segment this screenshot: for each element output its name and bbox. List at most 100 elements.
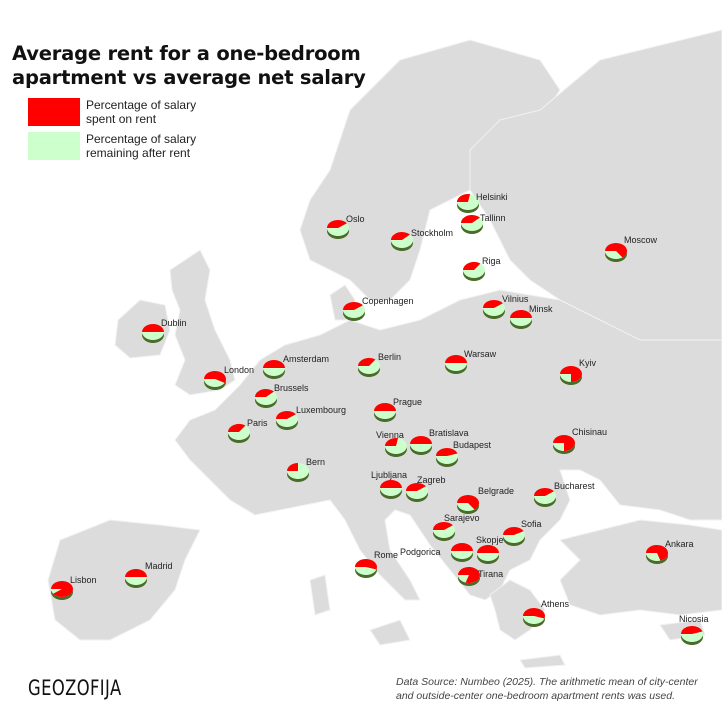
- legend-remaining-label-2: remaining after rent: [86, 146, 191, 160]
- city-label: Ankara: [665, 539, 694, 549]
- rent-slice: [463, 261, 481, 270]
- rent-slice: [51, 580, 73, 597]
- city-label: Brussels: [274, 383, 309, 393]
- rent-slice: [391, 231, 411, 240]
- city-label: Nicosia: [679, 614, 709, 624]
- sicily: [369, 619, 411, 646]
- city-label: Chisinau: [572, 427, 608, 437]
- city-label: Sarajevo: [444, 513, 480, 523]
- pie-chart-icon: [204, 370, 226, 390]
- remaining-color-swatch: [28, 132, 80, 160]
- pie-chart-icon: [483, 300, 505, 319]
- rent-slice: [355, 558, 377, 570]
- rent-slice: [461, 214, 481, 223]
- pie-chart-icon: [380, 480, 402, 499]
- rent-slice: [385, 437, 399, 446]
- city-label: Prague: [393, 397, 423, 407]
- city-label: Riga: [482, 256, 501, 266]
- rent-slice: [358, 357, 376, 366]
- rent-slice: [681, 626, 703, 634]
- rent-slice: [560, 366, 582, 382]
- rent-slice: [510, 310, 532, 318]
- city-label: Athens: [541, 599, 570, 609]
- pie-chart-icon: [681, 626, 703, 645]
- rent-slice: [276, 411, 296, 419]
- rent-slice: [204, 370, 226, 383]
- city-label: Rome: [374, 550, 399, 560]
- brand-logo: GEOZOFIJA: [28, 676, 122, 700]
- pie-chart-icon: [463, 261, 485, 281]
- legend-rent-label-2: spent on rent: [86, 112, 157, 126]
- rent-slice: [445, 355, 467, 363]
- rent-slice: [457, 193, 471, 202]
- city-label: Kyiv: [579, 358, 597, 368]
- pie-chart-icon: [458, 567, 480, 586]
- legend-remaining-label-1: Percentage of salary: [86, 132, 197, 146]
- rent-slice: [142, 324, 164, 332]
- crete: [519, 654, 566, 669]
- pie-chart-icon: [228, 423, 250, 443]
- pie-chart-icon: [374, 403, 396, 422]
- city-label: Paris: [247, 418, 268, 428]
- city-label: Belgrade: [478, 486, 515, 496]
- city-label: Berlin: [378, 352, 402, 362]
- rent-slice: [406, 483, 426, 491]
- city-label: Bern: [306, 457, 326, 467]
- pie-chart-icon: [276, 411, 298, 430]
- pie-chart-icon: [457, 495, 479, 514]
- pie-chart-icon: [355, 558, 377, 578]
- sardinia: [309, 574, 331, 616]
- pie-chart-icon: [358, 357, 380, 377]
- city-label: Dublin: [161, 318, 187, 328]
- title-line-2: apartment vs average net salary: [12, 66, 366, 89]
- city-label: Helsinki: [476, 192, 508, 202]
- city-label: Copenhagen: [362, 296, 414, 306]
- rent-slice: [263, 360, 285, 368]
- rent-slice: [503, 527, 524, 535]
- ireland: [114, 299, 171, 359]
- rent-slice: [125, 569, 147, 577]
- data-source-note: Data Source: Numbeo (2025). The arithmet…: [396, 676, 698, 702]
- rent-color-swatch: [28, 98, 80, 126]
- city-label: Oslo: [346, 214, 365, 224]
- pie-chart-icon: [461, 214, 483, 234]
- great-britain: [169, 249, 236, 396]
- rent-slice: [380, 480, 402, 488]
- city-label: Minsk: [529, 304, 553, 314]
- pie-chart-icon: [553, 435, 575, 454]
- legend: Percentage of salary spent on rent Perce…: [28, 98, 196, 166]
- pie-chart-icon: [125, 569, 147, 588]
- city-label: Podgorica: [400, 547, 441, 557]
- pie-chart-icon: [433, 522, 455, 541]
- map-title: Average rent for a one-bedroom apartment…: [12, 42, 366, 90]
- city-label: London: [224, 365, 255, 375]
- rent-slice: [605, 243, 627, 258]
- pie-chart-icon: [451, 543, 473, 562]
- rent-slice: [458, 567, 480, 584]
- city-label: Lisbon: [70, 575, 97, 585]
- rent-slice: [343, 302, 363, 310]
- pie-chart-icon: [477, 545, 499, 564]
- iberia: [47, 519, 201, 641]
- pie-chart-icon: [523, 607, 545, 627]
- city-label: Vienna: [376, 430, 404, 440]
- pie-chart-icon: [385, 437, 407, 457]
- scandinavia: [299, 39, 561, 301]
- pie-chart-icon: [51, 580, 73, 600]
- pie-chart-icon: [503, 527, 525, 546]
- city-label: Stockholm: [411, 228, 454, 238]
- rent-slice: [287, 463, 298, 471]
- pie-chart-icon: [534, 488, 556, 507]
- legend-item-remaining: Percentage of salary remaining after ren…: [28, 132, 196, 160]
- pie-chart-icon: [436, 448, 458, 467]
- pie-chart-icon: [391, 231, 413, 251]
- city-label: Luxembourg: [296, 405, 347, 415]
- pie-chart-icon: [510, 310, 532, 329]
- city-label: Skopje: [476, 535, 504, 545]
- pie-chart-icon: [142, 324, 164, 343]
- city-label: Tallinn: [480, 213, 506, 223]
- rent-slice: [534, 488, 554, 496]
- rent-slice: [451, 543, 473, 551]
- city-label: Tirana: [478, 569, 504, 579]
- rent-slice: [457, 495, 479, 510]
